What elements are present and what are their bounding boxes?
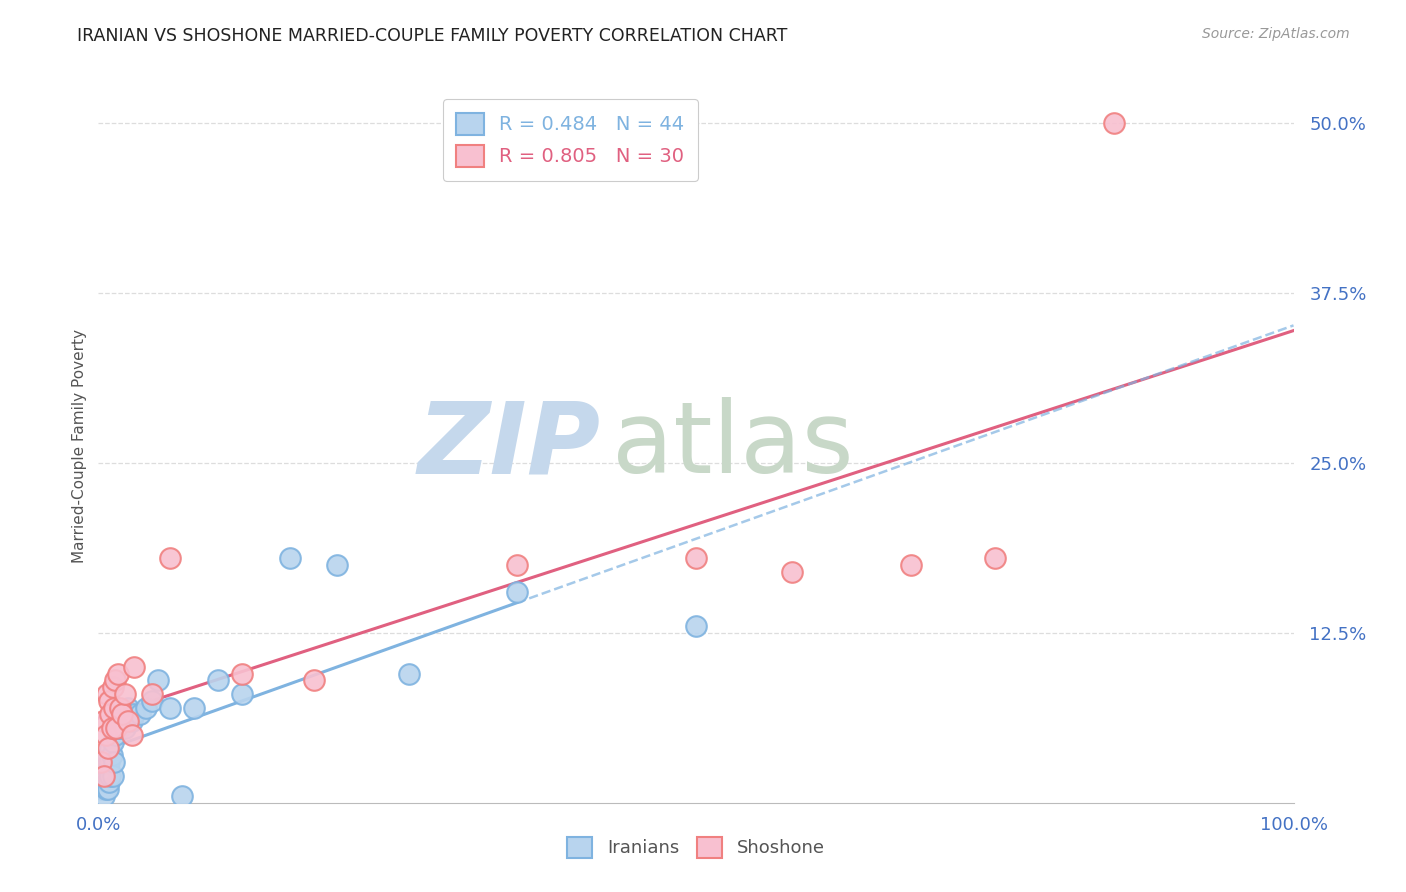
Point bbox=[97, 741, 120, 756]
Point bbox=[172, 789, 194, 803]
Point bbox=[111, 714, 134, 729]
Legend: Iranians, Shoshone: Iranians, Shoshone bbox=[560, 830, 832, 865]
Point bbox=[117, 700, 139, 714]
Text: IRANIAN VS SHOSHONE MARRIED-COUPLE FAMILY POVERTY CORRELATION CHART: IRANIAN VS SHOSHONE MARRIED-COUPLE FAMIL… bbox=[77, 27, 787, 45]
Point bbox=[107, 707, 129, 722]
Point bbox=[107, 666, 129, 681]
Point bbox=[97, 762, 120, 776]
Point bbox=[111, 707, 134, 722]
Point bbox=[108, 721, 131, 735]
Point bbox=[398, 666, 420, 681]
Point bbox=[91, 782, 114, 797]
Point bbox=[114, 687, 136, 701]
Point bbox=[1104, 116, 1126, 130]
Point bbox=[135, 700, 157, 714]
Point bbox=[506, 558, 529, 572]
Point bbox=[159, 700, 181, 714]
Point bbox=[121, 714, 143, 729]
Point bbox=[98, 741, 122, 756]
Point bbox=[183, 700, 205, 714]
Point bbox=[780, 565, 803, 579]
Point bbox=[159, 551, 181, 566]
Point bbox=[231, 666, 253, 681]
Point bbox=[98, 775, 121, 789]
Point bbox=[103, 755, 125, 769]
Point bbox=[506, 585, 529, 599]
Point bbox=[148, 673, 170, 688]
Point bbox=[96, 748, 118, 763]
Text: Source: ZipAtlas.com: Source: ZipAtlas.com bbox=[1202, 27, 1350, 41]
Point bbox=[91, 714, 114, 729]
Point bbox=[101, 734, 124, 748]
Point bbox=[98, 769, 122, 783]
Point bbox=[984, 551, 1007, 566]
Point bbox=[105, 721, 128, 735]
Point bbox=[141, 694, 163, 708]
Point bbox=[94, 769, 117, 783]
Point bbox=[231, 687, 253, 701]
Point bbox=[685, 619, 707, 633]
Point bbox=[98, 694, 121, 708]
Point bbox=[101, 680, 124, 694]
Point bbox=[104, 673, 127, 688]
Point bbox=[114, 721, 136, 735]
Point bbox=[129, 707, 152, 722]
Text: ZIP: ZIP bbox=[418, 398, 600, 494]
Point bbox=[302, 673, 325, 688]
Point bbox=[278, 551, 301, 566]
Point bbox=[105, 714, 128, 729]
Y-axis label: Married-Couple Family Poverty: Married-Couple Family Poverty bbox=[72, 329, 87, 563]
Text: atlas: atlas bbox=[613, 398, 853, 494]
Point bbox=[107, 721, 129, 735]
Point bbox=[94, 782, 117, 797]
Point bbox=[90, 769, 112, 783]
Point bbox=[91, 762, 114, 776]
Point bbox=[96, 775, 118, 789]
Point bbox=[326, 558, 349, 572]
Point bbox=[900, 558, 922, 572]
Point bbox=[121, 728, 143, 742]
Point bbox=[98, 755, 121, 769]
Point bbox=[207, 673, 229, 688]
Point bbox=[93, 769, 115, 783]
Point bbox=[124, 707, 146, 722]
Point bbox=[104, 728, 127, 742]
Point bbox=[91, 775, 114, 789]
Point bbox=[90, 755, 112, 769]
Point bbox=[685, 551, 707, 566]
Point bbox=[101, 769, 124, 783]
Point bbox=[117, 714, 139, 729]
Point bbox=[103, 700, 125, 714]
Point bbox=[100, 721, 122, 735]
Point bbox=[94, 728, 117, 742]
Point bbox=[98, 707, 122, 722]
Point bbox=[124, 660, 146, 674]
Point bbox=[93, 789, 115, 803]
Point bbox=[141, 687, 163, 701]
Point bbox=[108, 700, 131, 714]
Point bbox=[93, 755, 115, 769]
Point bbox=[96, 687, 118, 701]
Point bbox=[100, 748, 122, 763]
Point bbox=[97, 782, 120, 797]
